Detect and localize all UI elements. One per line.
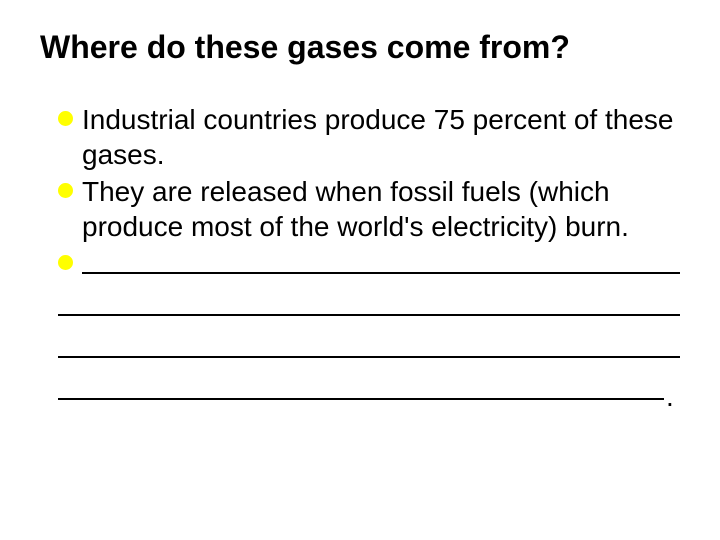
bullet-text: Industrial countries produce 75 percent … <box>82 104 673 170</box>
blank-line <box>82 246 680 274</box>
bullet-marker-icon <box>58 255 73 270</box>
blank-fill-area: . <box>82 246 680 414</box>
blank-line <box>58 288 680 316</box>
slide-title: Where do these gases come from? <box>40 28 680 66</box>
bullet-list: Industrial countries produce 75 percent … <box>40 102 680 414</box>
trailing-period: . <box>666 381 674 412</box>
bullet-item: They are released when fossil fuels (whi… <box>58 174 680 244</box>
bullet-item: . <box>58 246 680 414</box>
bullet-text: They are released when fossil fuels (whi… <box>82 176 629 242</box>
bullet-item: Industrial countries produce 75 percent … <box>58 102 680 172</box>
slide: Where do these gases come from? Industri… <box>0 0 720 540</box>
bullet-marker-icon <box>58 183 73 198</box>
blank-line <box>58 372 664 400</box>
bullet-marker-icon <box>58 111 73 126</box>
blank-line <box>58 330 680 358</box>
